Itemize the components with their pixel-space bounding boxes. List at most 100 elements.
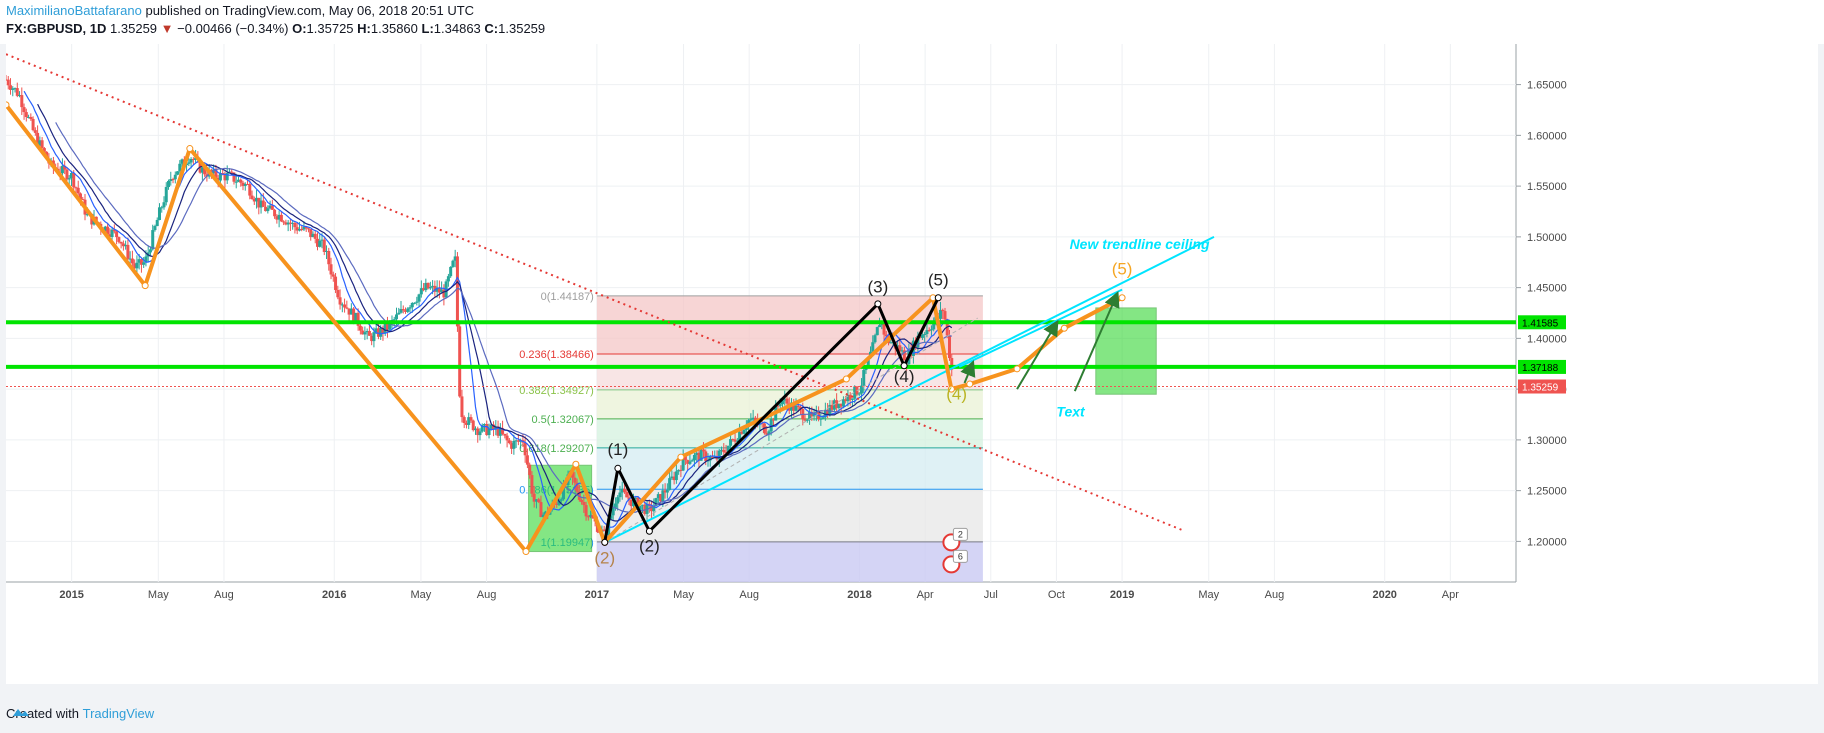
candle-body (200, 167, 204, 173)
candle-body (514, 440, 518, 442)
candle-body (318, 240, 322, 247)
candle-body (731, 439, 735, 441)
x-tick-label: 2020 (1372, 589, 1396, 601)
candle-body (327, 250, 331, 265)
candle-body (155, 219, 159, 227)
chart-annotation: New trendline ceiling (1070, 236, 1210, 252)
candle-body (805, 419, 809, 421)
candle-body (394, 314, 398, 320)
candle-body (541, 514, 545, 518)
candle-body (329, 264, 333, 275)
candle-body (738, 431, 742, 441)
candle-body (300, 228, 304, 230)
chart-header: MaximilianoBattafarano published on Trad… (0, 0, 1824, 44)
x-tick-label: May (411, 589, 432, 601)
candle-body (379, 327, 383, 337)
candle-body (749, 419, 753, 421)
created-with-label: Created with (6, 706, 79, 721)
y-tick-label: 1.50000 (1527, 232, 1567, 244)
y-tick-label: 1.60000 (1527, 130, 1567, 142)
candle-body (471, 420, 475, 431)
candle-body (889, 342, 893, 344)
candle-body (483, 423, 487, 426)
tradingview-brand-link[interactable]: TradingView (82, 706, 155, 721)
candle-body (437, 287, 441, 293)
candle-body (701, 449, 705, 452)
candle-body (392, 319, 396, 321)
symbol-line: FX:GBPUSD, 1D 1.35259 ▼ −0.00466 (−0.34%… (6, 21, 545, 36)
chart-area[interactable]: 1.200001.250001.300001.350001.400001.450… (6, 44, 1818, 684)
wave-count-label: (2) (594, 549, 615, 568)
wave-node (874, 300, 882, 308)
price-chart[interactable]: 1.200001.250001.300001.350001.400001.450… (6, 44, 1818, 684)
event-count-badge (952, 527, 968, 541)
support-level-tag (1518, 315, 1566, 330)
candle-body (345, 307, 349, 309)
candle-body (841, 399, 845, 407)
candle-body (176, 171, 180, 175)
candle-body (291, 222, 295, 224)
candle-body (40, 140, 44, 149)
candle-body (180, 159, 184, 164)
candle-body (589, 514, 593, 517)
fib-level-label: 0.5(1.32067) (531, 414, 593, 426)
candle-body (794, 405, 798, 411)
candle-body (451, 260, 455, 267)
candle-body (844, 399, 848, 402)
candle-body (900, 350, 904, 352)
author-link[interactable]: MaximilianoBattafarano (6, 3, 142, 18)
candle-body (85, 214, 89, 216)
candle-body (534, 499, 538, 502)
candle-body (780, 400, 784, 405)
candle-body (347, 308, 351, 315)
candle-body (740, 431, 744, 434)
candle-body (654, 498, 658, 507)
candle-body (663, 490, 667, 493)
candle-body (862, 370, 866, 386)
candle-body (539, 502, 543, 518)
candle-body (31, 118, 35, 131)
candle-body (367, 330, 371, 336)
wave-node (6, 101, 10, 109)
candle-body (591, 514, 595, 519)
candle-body (358, 325, 362, 331)
candle-body (106, 226, 110, 235)
candle-body (449, 266, 453, 277)
candle-body (246, 183, 250, 185)
fib-level-label: 0(1.44187) (541, 291, 594, 303)
candle-body (42, 148, 46, 152)
red-dotted-trendline (6, 53, 1186, 533)
candle-body (103, 226, 107, 232)
candle-body (24, 112, 28, 118)
candle-body (622, 488, 626, 492)
candle-body (27, 116, 31, 118)
candle-body (401, 309, 405, 311)
candle-body (871, 342, 875, 352)
candle-body (383, 323, 387, 334)
candle-body (13, 88, 17, 90)
event-count-badge (952, 549, 968, 563)
x-tick-label: May (148, 589, 169, 601)
last-price-tag (1518, 379, 1566, 394)
candle-body (530, 475, 534, 494)
candle-body (417, 294, 421, 302)
candle-body (853, 386, 857, 399)
candle-body (115, 231, 119, 238)
y-tick-label: 1.65000 (1527, 80, 1567, 92)
candle-body (753, 417, 757, 422)
candle-body (349, 308, 353, 315)
candle-body (473, 428, 477, 431)
candle-body (948, 335, 952, 359)
candle-body (920, 334, 924, 338)
tradingview-logo-icon (13, 709, 29, 716)
symbol-label[interactable]: FX:GBPUSD, 1D (6, 21, 107, 36)
candle-body (261, 200, 265, 207)
x-tick-label: Jul (984, 589, 998, 601)
x-tick-label: 2019 (1110, 589, 1134, 601)
candle-body (252, 199, 256, 202)
candle-body (616, 497, 620, 504)
candle-body (36, 132, 40, 146)
x-tick-label: May (673, 589, 694, 601)
low-label: L: (421, 21, 434, 36)
wave-node (966, 380, 974, 388)
